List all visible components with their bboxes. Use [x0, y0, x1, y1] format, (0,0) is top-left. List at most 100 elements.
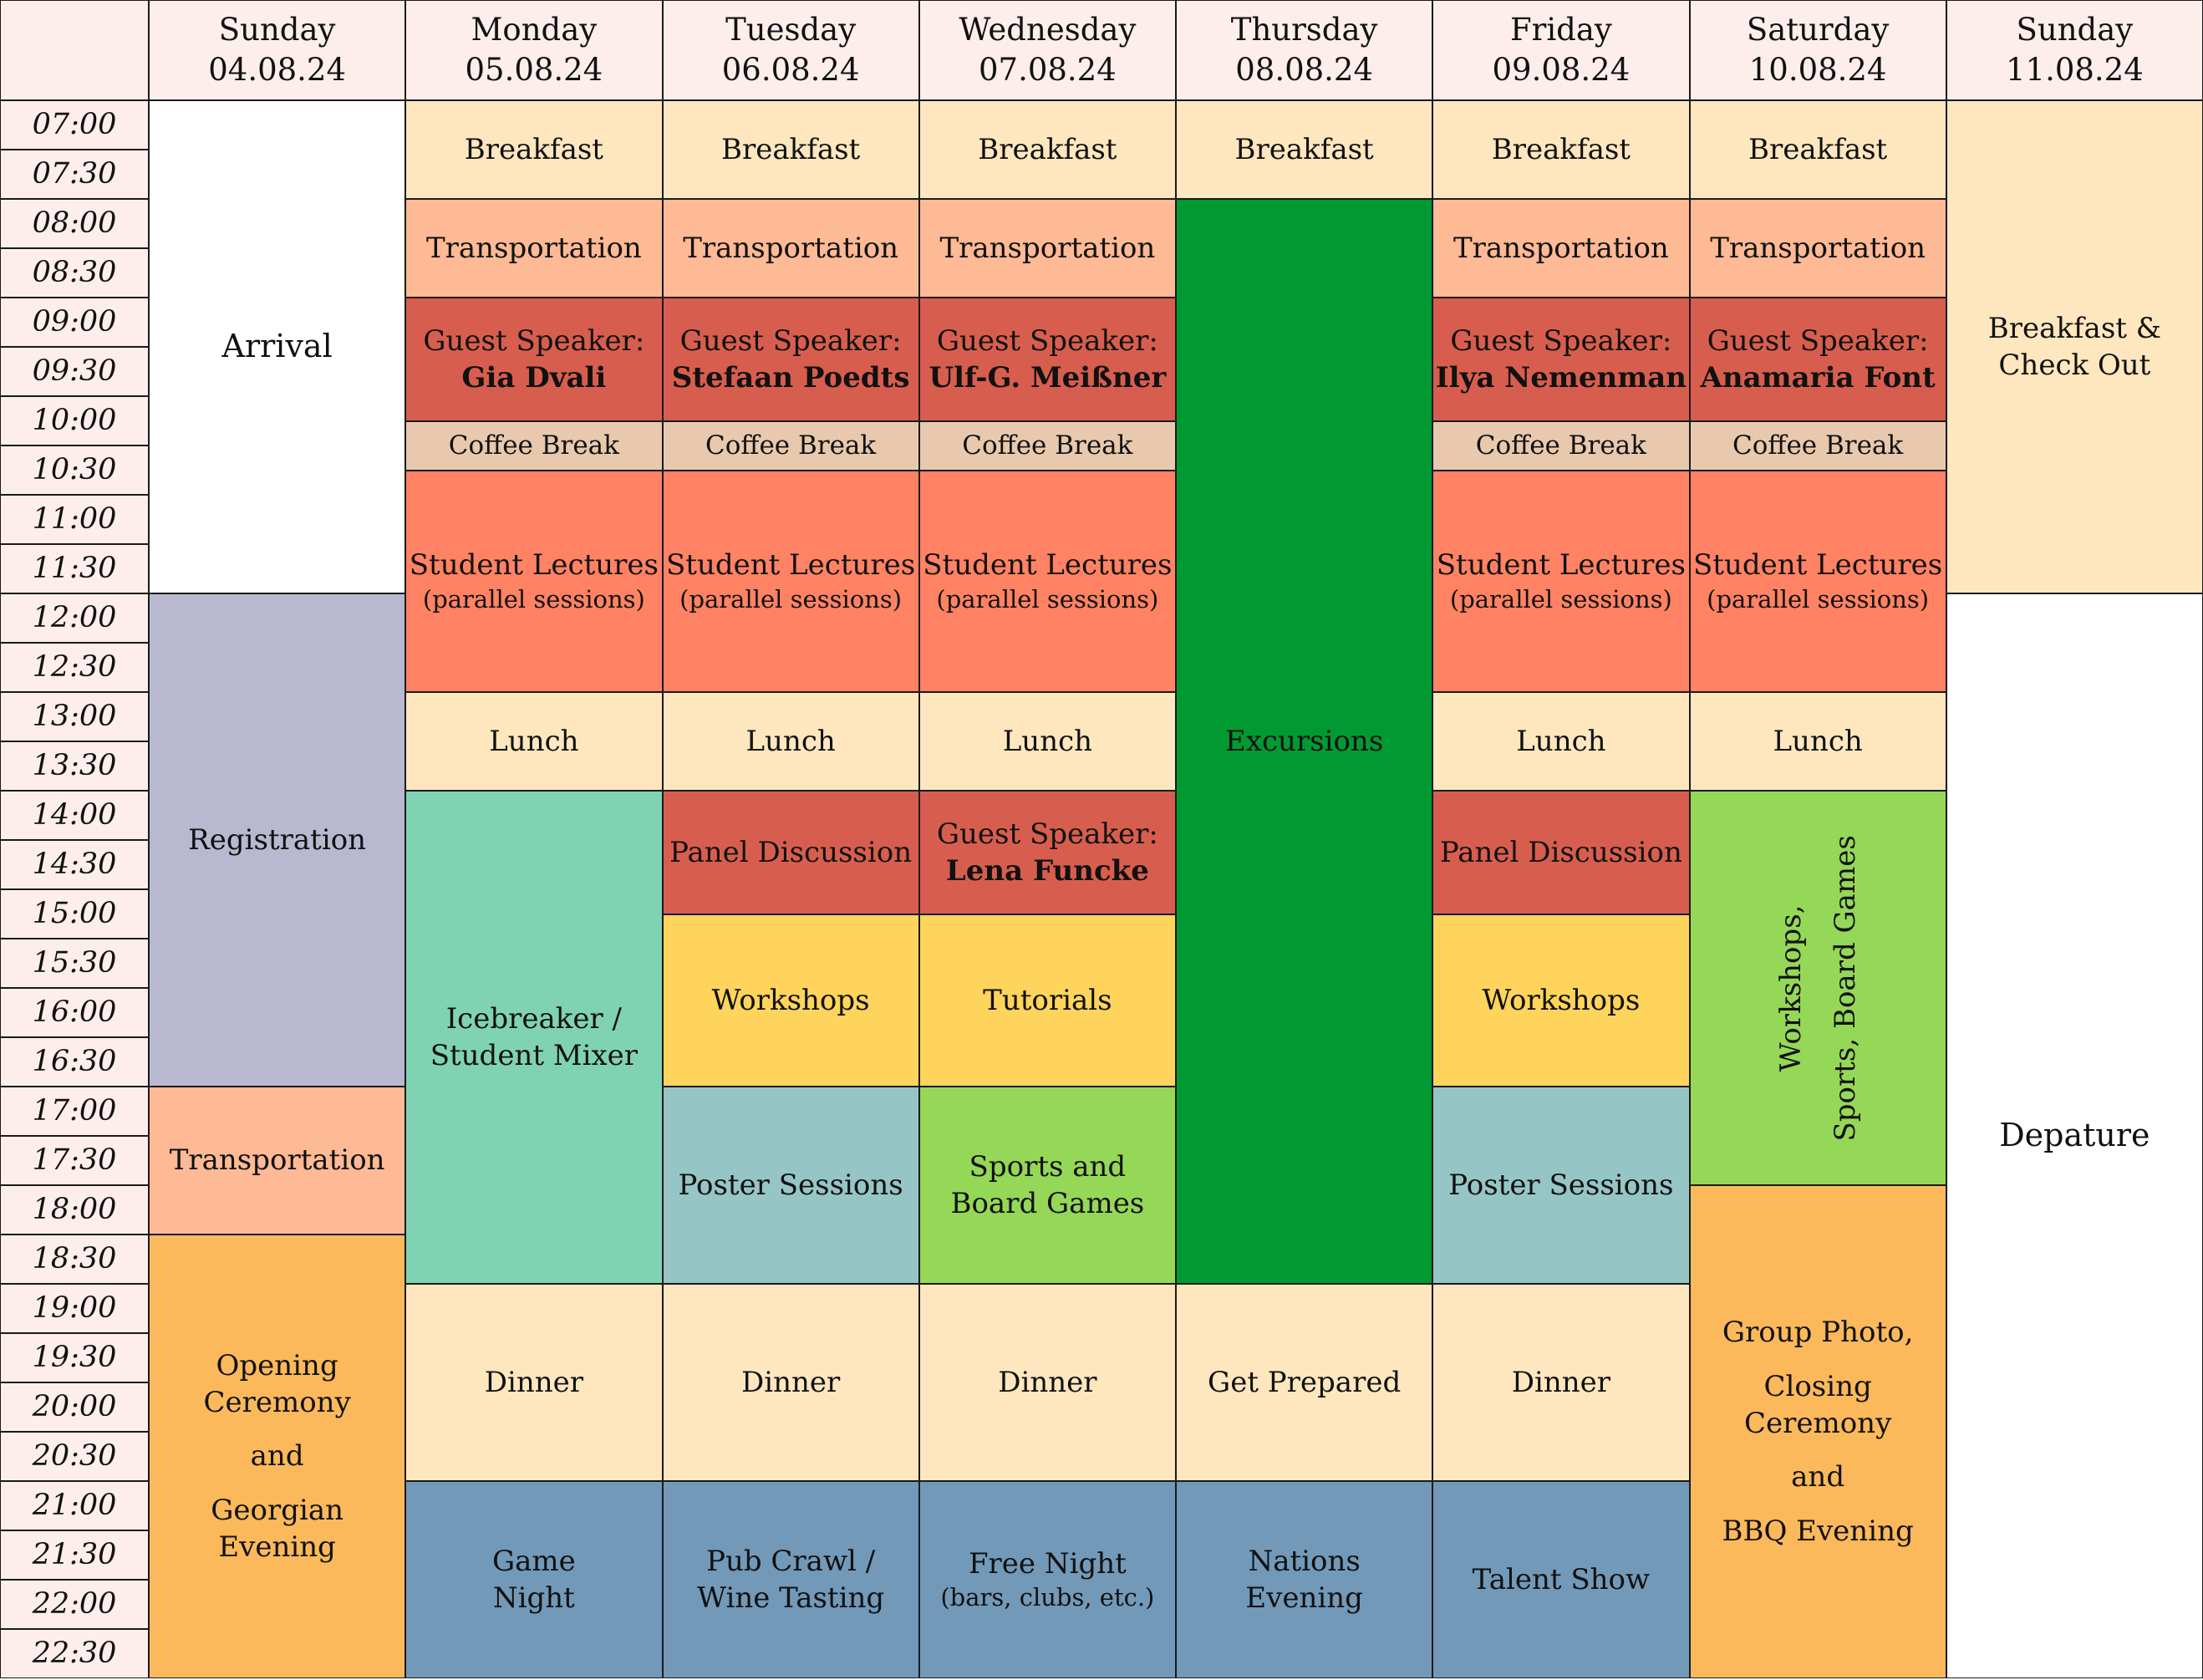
event-text: Transportation: [169, 1143, 385, 1178]
event-panel-discussion: Panel Discussion: [1432, 791, 1690, 914]
rotated-label: Workshops, Sports, Board Games: [1773, 835, 1864, 1141]
event-depature: Depature: [1946, 593, 2203, 1678]
time-label: 17:00: [0, 1087, 149, 1136]
time-label: 21:00: [0, 1481, 149, 1530]
event-text: Coffee Break: [1475, 430, 1646, 461]
time-label: 09:00: [0, 298, 149, 347]
event-text: Workshops: [711, 983, 870, 1017]
day-date: 07.08.24: [978, 52, 1117, 88]
event-text: and: [1791, 1460, 1845, 1494]
event-dinner: Dinner: [1432, 1284, 1690, 1481]
time-label: 11:00: [0, 495, 149, 544]
time-label: 20:30: [0, 1432, 149, 1481]
day-date: 06.08.24: [721, 52, 860, 88]
event-text: Coffee Break: [1732, 430, 1904, 461]
day-name: Thursday: [1230, 11, 1378, 48]
event-student-lectures-parallel-sessions: Student Lectures (parallel sessions): [405, 470, 663, 692]
day-header: Tuesday 06.08.24: [662, 0, 919, 100]
event-text: Closing: [1763, 1369, 1872, 1403]
event-text: Panel Discussion: [1439, 835, 1682, 869]
event-text: Pub Crawl /: [706, 1544, 876, 1578]
event-workshops-sports-board-games: Workshops, Sports, Board Games: [1689, 791, 1946, 1185]
event-transportation: Transportation: [1689, 199, 1946, 298]
event-coffee-break: Coffee Break: [918, 420, 1176, 471]
time-label: 19:30: [0, 1333, 149, 1382]
day-header: Sunday 11.08.24: [1946, 0, 2203, 100]
day-date: 08.08.24: [1235, 52, 1373, 88]
speaker-name: Lena Funcke: [945, 853, 1149, 888]
time-label: 11:30: [0, 544, 149, 593]
event-text: Student Lectures: [666, 548, 916, 583]
event-lunch: Lunch: [662, 692, 919, 791]
event-student-lectures-parallel-sessions: Student Lectures (parallel sessions): [1689, 470, 1946, 692]
day-name: Saturday: [1746, 11, 1890, 48]
event-text: Student Lectures: [923, 548, 1173, 583]
day-name: Tuesday: [725, 11, 857, 48]
day-name: Wednesday: [959, 11, 1137, 48]
event-nations-evening: Nations Evening: [1176, 1481, 1433, 1678]
event-guest-speaker-lena-funcke: Guest Speaker: Lena Funcke: [918, 791, 1176, 914]
event-student-lectures-parallel-sessions: Student Lectures (parallel sessions): [918, 470, 1176, 692]
day-name: Friday: [1509, 11, 1612, 48]
event-workshops: Workshops: [662, 914, 919, 1087]
event-breakfast-check-out: Breakfast & Check Out: [1946, 100, 2203, 593]
event-text: Transportation: [939, 231, 1156, 265]
event-text: Registration: [188, 822, 367, 857]
event-tutorials: Tutorials: [918, 914, 1176, 1087]
event-text: Breakfast: [464, 132, 603, 166]
event-text: Georgian: [211, 1493, 344, 1527]
event-guest-speaker-gia-dvali: Guest Speaker: Gia Dvali: [405, 298, 663, 421]
event-text: Breakfast: [1491, 132, 1631, 166]
event-text: Guest Speaker:: [936, 323, 1158, 358]
event-text: Dinner: [484, 1365, 584, 1399]
event-text: Transportation: [425, 231, 642, 265]
event-text: Icebreaker /: [445, 1001, 622, 1036]
event-text: Lunch: [745, 724, 836, 758]
event-text: Poster Sessions: [678, 1168, 903, 1202]
event-coffee-break: Coffee Break: [405, 420, 663, 471]
event-text: Student Lectures: [1693, 548, 1943, 583]
speaker-name: Ilya Nemenman: [1435, 360, 1687, 395]
event-text: Panel Discussion: [669, 835, 913, 869]
time-label: 14:30: [0, 840, 149, 889]
event-text: Student Lectures: [1436, 548, 1686, 583]
event-text: Poster Sessions: [1448, 1168, 1674, 1202]
event-registration: Registration: [149, 593, 406, 1087]
event-text: Guest Speaker:: [423, 323, 645, 358]
time-label: 22:00: [0, 1580, 149, 1629]
event-note: (parallel sessions): [936, 584, 1159, 613]
event-text: Excursions: [1224, 724, 1384, 758]
day-name: Sunday: [2016, 11, 2134, 48]
event-lunch: Lunch: [1689, 692, 1946, 791]
time-label: 16:00: [0, 988, 149, 1037]
event-text: Breakfast: [1748, 132, 1888, 166]
time-label: 13:00: [0, 692, 149, 741]
time-label: 14:00: [0, 791, 149, 840]
event-text: Dinner: [998, 1365, 1097, 1399]
event-breakfast: Breakfast: [662, 100, 919, 199]
event-text: BBQ Evening: [1722, 1514, 1914, 1548]
event-text: Evening: [1245, 1581, 1363, 1615]
event-text: Guest Speaker:: [679, 323, 902, 358]
event-guest-speaker-anamaria-font: Guest Speaker: Anamaria Font: [1689, 298, 1946, 421]
event-text: Breakfast: [721, 132, 861, 166]
event-text: Breakfast &: [1987, 311, 2162, 345]
speaker-name: Ulf-G. Meißner: [929, 360, 1167, 395]
event-poster-sessions: Poster Sessions: [1432, 1087, 1690, 1284]
event-text: Breakfast: [978, 132, 1117, 166]
event-text: Night: [492, 1581, 575, 1615]
event-pub-crawl-wine-tasting: Pub Crawl / Wine Tasting: [662, 1481, 919, 1678]
day-header: Saturday 10.08.24: [1689, 0, 1946, 100]
day-date: 04.08.24: [208, 52, 346, 88]
event-student-lectures-parallel-sessions: Student Lectures (parallel sessions): [662, 470, 919, 692]
event-text: Guest Speaker:: [936, 817, 1158, 851]
time-label: 07:00: [0, 100, 149, 150]
event-dinner: Dinner: [662, 1284, 919, 1481]
event-note: (parallel sessions): [1449, 584, 1672, 613]
event-text: Free Night: [968, 1547, 1127, 1581]
event-guest-speaker-ulf-g-mei-ner: Guest Speaker: Ulf-G. Meißner: [918, 298, 1176, 421]
event-text: Lunch: [1773, 724, 1863, 758]
header-corner: [0, 0, 149, 100]
event-dinner: Dinner: [405, 1284, 663, 1481]
event-breakfast: Breakfast: [1432, 100, 1690, 199]
